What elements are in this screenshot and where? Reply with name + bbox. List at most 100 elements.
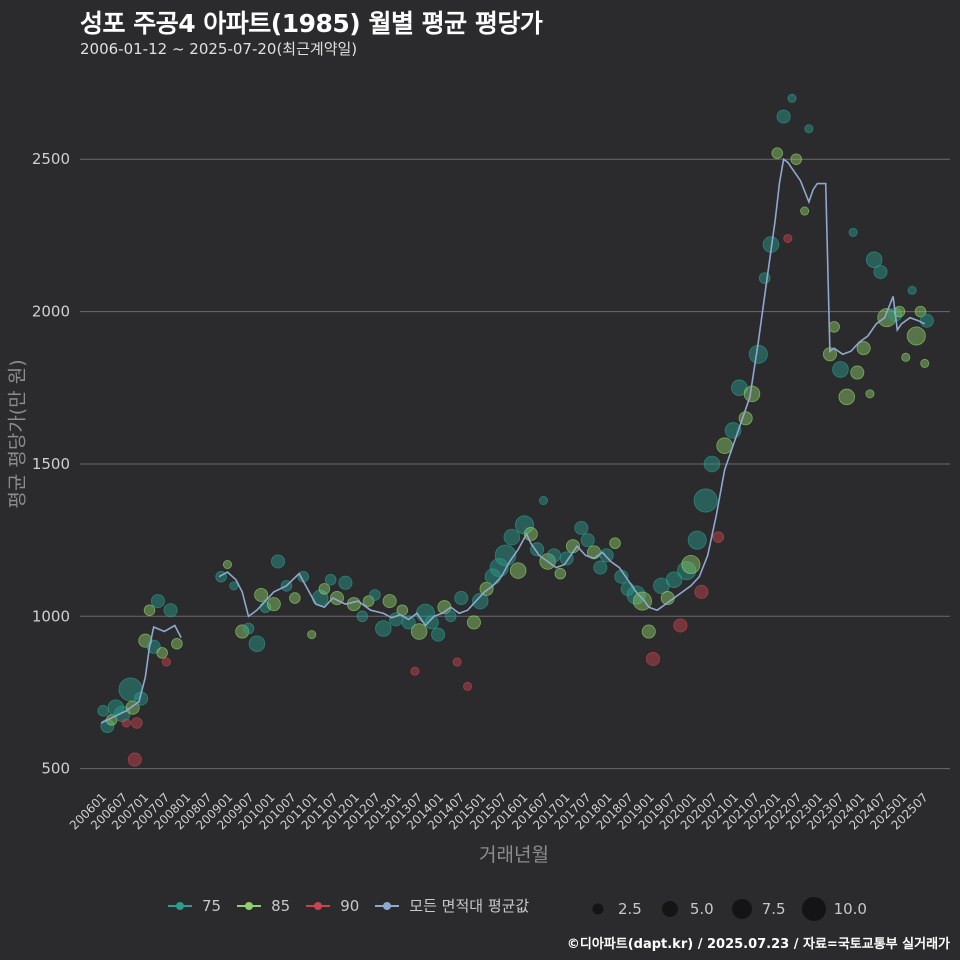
- size-legend: 2.5 5.0 7.5 10.0: [584, 895, 881, 923]
- legend-key-85: [235, 896, 263, 916]
- data-point: [893, 305, 906, 318]
- chart-title: 성포 주공4 아파트(1985) 월별 평균 평당가: [80, 9, 543, 38]
- data-point: [266, 597, 281, 612]
- data-point: [271, 554, 286, 569]
- data-point: [828, 321, 840, 333]
- grid-lines: [80, 158, 950, 770]
- y-tick-label: 500: [41, 760, 70, 778]
- data-point: [503, 528, 521, 546]
- data-point: [901, 352, 911, 362]
- chart-subtitle: 2006-01-12 ~ 2025-07-20(최근계약일): [80, 40, 358, 58]
- x-tick-labels: 2006012006072007012007072008012008072009…: [67, 790, 931, 832]
- size-item-2: 5.0: [656, 895, 714, 923]
- data-point: [712, 531, 725, 543]
- x-axis-title: 거래년월: [479, 844, 549, 866]
- legend-item-85: 85: [235, 896, 290, 916]
- data-point: [254, 587, 269, 602]
- average-line: [100, 157, 926, 724]
- size-item-3: 7.5: [728, 895, 786, 923]
- data-point: [324, 573, 337, 586]
- data-point: [776, 109, 791, 124]
- data-point: [229, 581, 239, 591]
- data-point: [143, 604, 156, 616]
- data-point: [156, 647, 168, 659]
- size-item-4: 10.0: [800, 895, 867, 923]
- data-point: [454, 591, 469, 606]
- legend-label-avg: 모든 면적대 평균값: [409, 897, 530, 915]
- data-point: [832, 361, 849, 378]
- data-point: [574, 520, 589, 535]
- data-point: [307, 630, 317, 640]
- data-point: [424, 615, 439, 630]
- data-point: [242, 622, 255, 635]
- legend-key-75: [166, 896, 194, 916]
- data-point: [150, 594, 165, 609]
- data-point: [804, 124, 814, 134]
- data-point: [530, 542, 545, 557]
- data-point: [338, 575, 353, 590]
- data-point: [920, 358, 930, 368]
- data-point: [838, 388, 856, 406]
- data-point: [554, 567, 567, 580]
- data-point: [546, 548, 561, 563]
- legend-label-90: 90: [340, 896, 360, 915]
- size-item-1: 2.5: [584, 895, 642, 923]
- data-point: [410, 623, 428, 640]
- data-point: [850, 365, 865, 380]
- data-point: [641, 624, 656, 639]
- data-point: [161, 657, 171, 667]
- data-point: [121, 718, 131, 728]
- data-point: [538, 496, 548, 506]
- data-point: [609, 537, 621, 549]
- legend-key-90: [304, 896, 332, 916]
- data-point: [445, 610, 457, 623]
- data-point: [790, 153, 802, 165]
- size-label-2: 5.0: [689, 900, 714, 918]
- y-tick-labels: 500 1000 1500 2000 2500: [32, 150, 70, 777]
- data-point: [401, 615, 416, 630]
- data-point: [681, 555, 701, 575]
- legend-item-avg: 모든 면적대 평균값: [373, 895, 529, 916]
- data-point: [97, 705, 109, 717]
- y-axis-title: 평균 평당가(만 원): [6, 359, 29, 509]
- data-point: [410, 666, 420, 676]
- data-point: [356, 610, 369, 623]
- data-point: [318, 583, 331, 595]
- legend-item-90: 90: [304, 896, 359, 916]
- data-point: [431, 627, 446, 642]
- data-point: [693, 488, 718, 513]
- data-point: [375, 620, 392, 637]
- legend-label-85: 85: [271, 896, 291, 915]
- source-caption: ©디아파트(dapt.kr) / 2025.07.23 / 자료=국토교통부 실…: [566, 937, 950, 952]
- data-point: [748, 344, 768, 364]
- data-points: [97, 93, 934, 767]
- data-point: [289, 592, 301, 604]
- data-point: [703, 455, 721, 473]
- data-point: [163, 603, 178, 618]
- data-point: [716, 437, 733, 454]
- data-point: [645, 651, 660, 666]
- legend-key-avg: [373, 896, 401, 916]
- data-point: [396, 604, 409, 616]
- size-key-2: [656, 895, 684, 923]
- data-point: [856, 341, 871, 356]
- data-point: [665, 571, 683, 588]
- data-point: [346, 597, 361, 612]
- data-point: [559, 551, 574, 566]
- data-point: [452, 657, 462, 667]
- size-label-1: 2.5: [618, 900, 642, 918]
- data-point: [471, 592, 489, 610]
- data-point: [694, 584, 709, 599]
- data-point: [248, 635, 266, 652]
- data-point: [127, 752, 142, 767]
- data-point: [171, 637, 183, 650]
- data-point: [509, 562, 527, 579]
- y-tick-label: 2000: [32, 303, 70, 321]
- size-label-3: 7.5: [761, 900, 786, 918]
- data-point: [463, 681, 473, 691]
- size-label-4: 10.0: [833, 900, 867, 918]
- data-point: [800, 206, 810, 216]
- data-point: [787, 93, 797, 103]
- data-point: [235, 624, 250, 639]
